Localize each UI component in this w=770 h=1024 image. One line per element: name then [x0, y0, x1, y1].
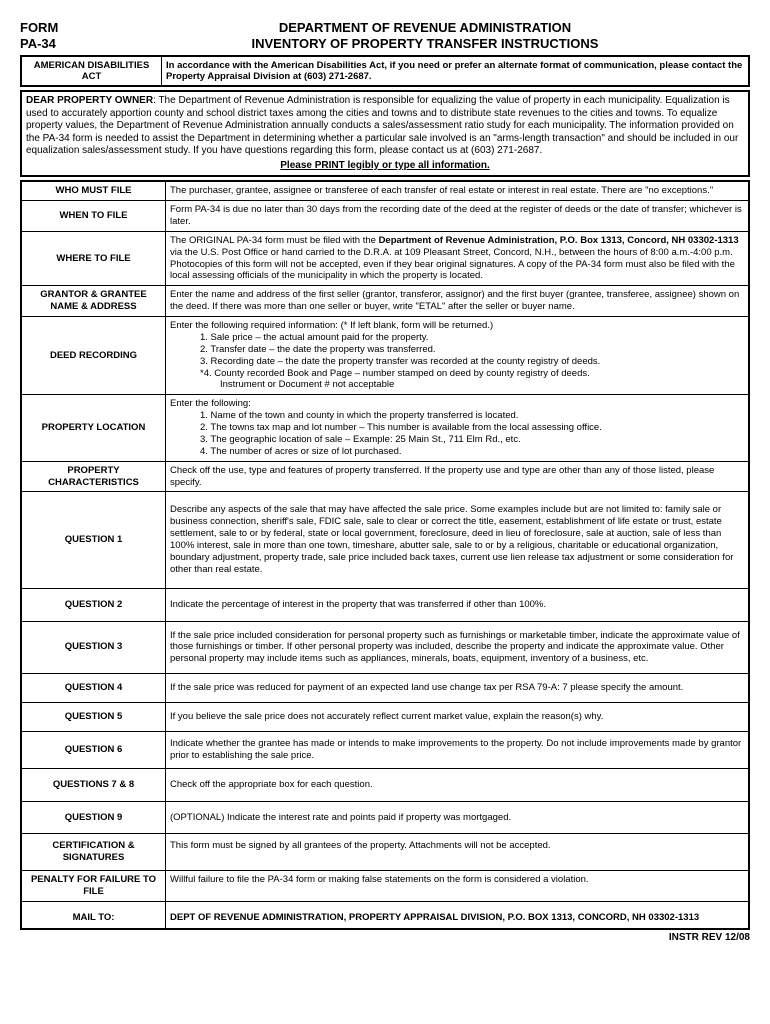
q1-text: Describe any aspects of the sale that ma…: [166, 492, 750, 588]
row-q5: QUESTION 5 If you believe the sale price…: [21, 703, 749, 732]
who-label: WHO MUST FILE: [21, 181, 166, 200]
q2-text: Indicate the percentage of interest in t…: [166, 588, 750, 621]
row-q2: QUESTION 2 Indicate the percentage of in…: [21, 588, 749, 621]
who-text: The purchaser, grantee, assignee or tran…: [166, 181, 750, 200]
header-titles: DEPARTMENT OF REVENUE ADMINISTRATION INV…: [100, 20, 750, 51]
instructions-table: WHO MUST FILE The purchaser, grantee, as…: [20, 180, 750, 930]
row-q9: QUESTION 9 (OPTIONAL) Indicate the inter…: [21, 801, 749, 834]
ada-box: AMERICAN DISABILITIES ACT In accordance …: [20, 55, 750, 87]
q2-label: QUESTION 2: [21, 588, 166, 621]
q6-text: Indicate whether the grantee has made or…: [166, 731, 750, 768]
when-label: WHEN TO FILE: [21, 201, 166, 232]
row-q6: QUESTION 6 Indicate whether the grantee …: [21, 731, 749, 768]
title-line1: DEPARTMENT OF REVENUE ADMINISTRATION: [279, 20, 571, 35]
q5-text: If you believe the sale price does not a…: [166, 703, 750, 732]
q78-label: QUESTIONS 7 & 8: [21, 768, 166, 801]
row-property-location: PROPERTY LOCATION Enter the following: 1…: [21, 395, 749, 461]
property-char-text: Check off the use, type and features of …: [166, 461, 750, 492]
when-text: Form PA-34 is due no later than 30 days …: [166, 201, 750, 232]
row-who: WHO MUST FILE The purchaser, grantee, as…: [21, 181, 749, 200]
row-where: WHERE TO FILE The ORIGINAL PA-34 form mu…: [21, 231, 749, 286]
property-char-label: PROPERTY CHARACTERISTICS: [21, 461, 166, 492]
q5-label: QUESTION 5: [21, 703, 166, 732]
mail-text: DEPT OF REVENUE ADMINISTRATION, PROPERTY…: [166, 901, 750, 928]
page-header: FORM PA-34 DEPARTMENT OF REVENUE ADMINIS…: [20, 20, 750, 51]
deed-label: DEED RECORDING: [21, 317, 166, 395]
title-line2: INVENTORY OF PROPERTY TRANSFER INSTRUCTI…: [252, 36, 599, 51]
q9-text: (OPTIONAL) Indicate the interest rate an…: [166, 801, 750, 834]
dear-owner-body: DEAR PROPERTY OWNER: The Department of R…: [26, 95, 738, 156]
row-property-char: PROPERTY CHARACTERISTICS Check off the u…: [21, 461, 749, 492]
footer-rev: INSTR REV 12/08: [20, 932, 750, 943]
form-id: FORM PA-34: [20, 20, 100, 51]
row-q1: QUESTION 1 Describe any aspects of the s…: [21, 492, 749, 588]
property-location-label: PROPERTY LOCATION: [21, 395, 166, 461]
row-penalty: PENALTY FOR FAILURE TO FILE Willful fail…: [21, 871, 749, 902]
dear-owner-box: DEAR PROPERTY OWNER: The Department of R…: [20, 90, 750, 177]
q6-label: QUESTION 6: [21, 731, 166, 768]
ada-label: AMERICAN DISABILITIES ACT: [22, 57, 162, 85]
q78-text: Check off the appropriate box for each q…: [166, 768, 750, 801]
grantor-text: Enter the name and address of the first …: [166, 286, 750, 317]
form-id-line1: FORM: [20, 20, 58, 35]
row-q4: QUESTION 4 If the sale price was reduced…: [21, 674, 749, 703]
cert-text: This form must be signed by all grantees…: [166, 834, 750, 871]
row-grantor: GRANTOR & GRANTEE NAME & ADDRESS Enter t…: [21, 286, 749, 317]
penalty-label: PENALTY FOR FAILURE TO FILE: [21, 871, 166, 902]
row-when: WHEN TO FILE Form PA-34 is due no later …: [21, 201, 749, 232]
q9-label: QUESTION 9: [21, 801, 166, 834]
cert-label: CERTIFICATION & SIGNATURES: [21, 834, 166, 871]
where-label: WHERE TO FILE: [21, 231, 166, 286]
q4-text: If the sale price was reduced for paymen…: [166, 674, 750, 703]
q1-label: QUESTION 1: [21, 492, 166, 588]
q4-label: QUESTION 4: [21, 674, 166, 703]
penalty-text: Willful failure to file the PA-34 form o…: [166, 871, 750, 902]
deed-text: Enter the following required information…: [166, 317, 750, 395]
print-line: Please PRINT legibly or type all informa…: [26, 160, 744, 173]
row-q78: QUESTIONS 7 & 8 Check off the appropriat…: [21, 768, 749, 801]
row-cert: CERTIFICATION & SIGNATURES This form mus…: [21, 834, 749, 871]
property-location-text: Enter the following: 1. Name of the town…: [166, 395, 750, 461]
where-text: The ORIGINAL PA-34 form must be filed wi…: [166, 231, 750, 286]
row-q3: QUESTION 3 If the sale price included co…: [21, 621, 749, 674]
form-id-line2: PA-34: [20, 36, 56, 51]
grantor-label: GRANTOR & GRANTEE NAME & ADDRESS: [21, 286, 166, 317]
row-mail: MAIL TO: DEPT OF REVENUE ADMINISTRATION,…: [21, 901, 749, 928]
mail-label: MAIL TO:: [21, 901, 166, 928]
row-deed: DEED RECORDING Enter the following requi…: [21, 317, 749, 395]
ada-text: In accordance with the American Disabili…: [162, 57, 748, 85]
q3-label: QUESTION 3: [21, 621, 166, 674]
q3-text: If the sale price included consideration…: [166, 621, 750, 674]
